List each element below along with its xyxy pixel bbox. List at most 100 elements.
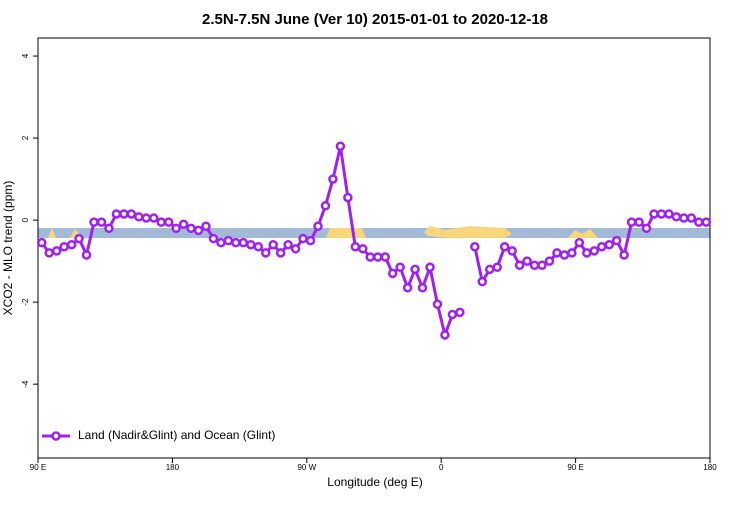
point [649,209,659,219]
point [81,250,92,260]
land [326,228,366,238]
point [111,209,122,219]
series-line [40,145,707,341]
point [134,212,144,222]
point [343,192,353,203]
point [305,235,316,246]
point [664,209,674,219]
point [611,235,622,246]
point [171,223,181,234]
point [201,221,211,232]
point [582,248,592,258]
point [470,242,480,252]
point [522,256,532,266]
point [694,217,704,227]
point [358,244,368,254]
point [104,223,114,234]
point [372,252,383,262]
chart-title: 2.5N-7.5N June (Ver 10) 2015-01-01 to 20… [202,11,548,28]
point [36,237,47,248]
point [156,217,166,227]
point [410,264,420,275]
y-tick-label: 0 [21,217,30,222]
point [298,233,308,244]
point [492,262,502,273]
point [350,242,361,252]
y-tick-label: 2 [21,135,30,140]
point [290,244,301,254]
legend-label: Land (Nadir&Glint) and Ocean (Glint) [78,428,275,442]
point [701,217,712,227]
x-tick-label: 90 E [30,463,46,472]
point [178,219,189,229]
x-tick-label: 90 E [567,463,583,472]
point [365,252,376,262]
land [424,226,512,238]
map-strip [38,226,710,238]
x-tick-label: 90 W [297,463,316,472]
legend-marker [51,431,61,441]
point [477,276,488,287]
point [141,213,152,223]
point [89,217,99,227]
point [634,217,644,227]
point [380,252,390,262]
point [425,262,435,273]
point [641,223,652,234]
point [44,248,54,258]
point [679,213,689,223]
point [186,223,196,234]
point [544,256,555,266]
point [231,237,241,248]
point [589,246,600,256]
y-tick-label: -4 [21,380,30,388]
point [119,209,129,219]
point [671,212,682,222]
point [163,217,174,227]
x-axis-label: Longitude (deg E) [327,475,422,489]
point [529,260,540,270]
point [656,209,667,219]
point [74,233,84,244]
point [499,242,510,252]
y-tick-label: 4 [21,53,30,58]
point [313,221,323,232]
point [559,250,570,260]
point [537,260,547,270]
point [223,235,234,246]
point [208,233,219,244]
point [148,213,159,223]
land [568,229,598,238]
y-axis-label: XCO2 - MLO trend (ppm) [1,181,15,316]
point [395,262,405,273]
plot-frame [37,37,711,459]
point [268,239,278,250]
point [574,237,585,248]
point [275,248,286,258]
x-tick-label: 0 [439,463,444,472]
point [59,242,69,252]
point [387,268,398,279]
point [417,283,428,293]
point [686,213,697,223]
point [432,299,443,309]
point [455,307,465,318]
point [246,239,256,250]
y-tick-label: -2 [21,298,30,306]
point [440,330,450,340]
point [216,237,226,248]
point [567,248,577,258]
point [320,201,331,211]
point [328,174,338,184]
point [447,309,458,320]
point [619,250,629,260]
x-tick-label: 180 [703,463,717,472]
point [402,283,413,293]
point [51,246,62,256]
ocean-band [38,228,710,238]
point [507,246,517,256]
point [283,239,293,250]
point [484,264,495,275]
point [335,141,346,152]
land [48,228,82,238]
